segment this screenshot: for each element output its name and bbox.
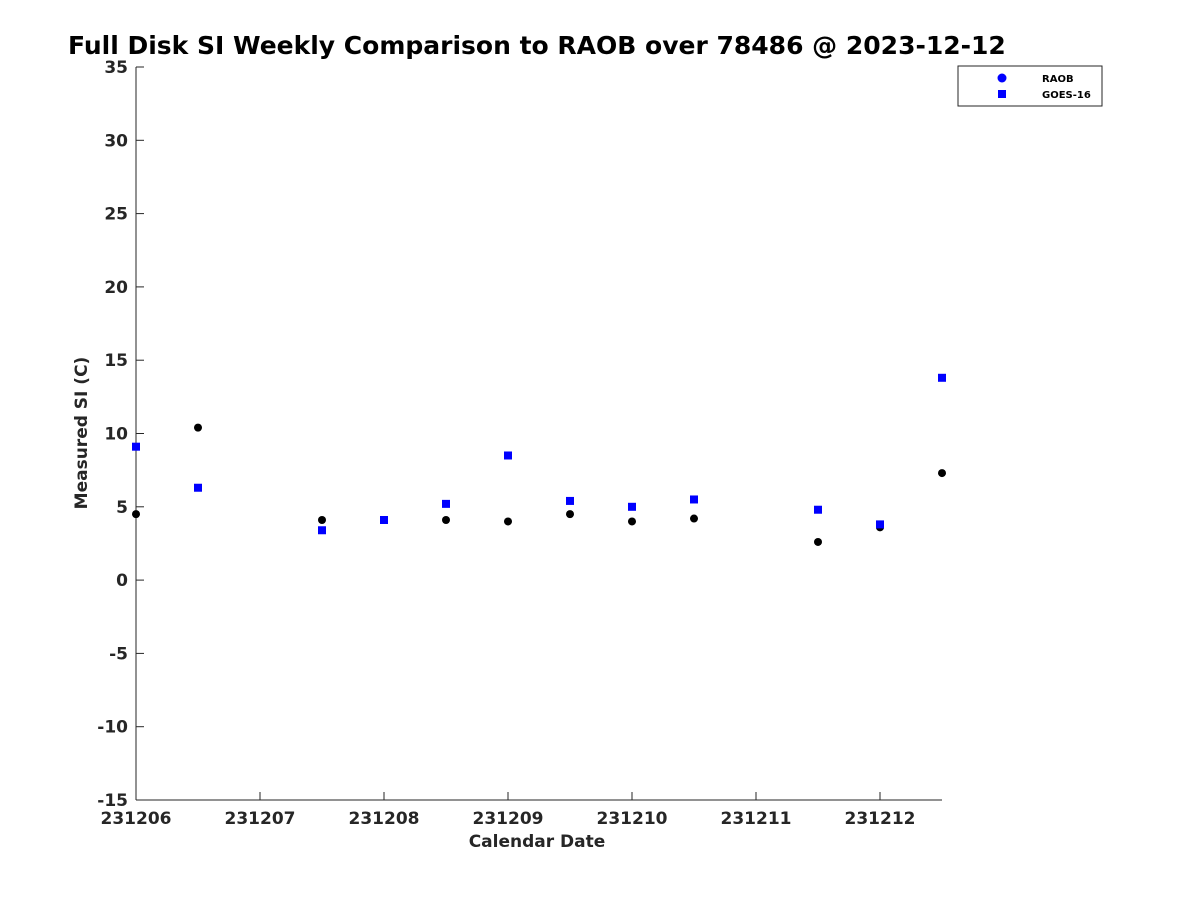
legend-raob-label: RAOB — [1042, 74, 1074, 85]
legend-goes-16-label: GOES-16 — [1042, 90, 1091, 101]
legend-goes-16-marker — [998, 90, 1006, 98]
data-points — [132, 373, 946, 546]
goes-16-point — [690, 495, 698, 504]
goes-16-point — [380, 515, 388, 524]
x-tick-label: 231210 — [597, 809, 668, 829]
y-tick-label: 10 — [104, 425, 128, 445]
raob-point — [504, 517, 512, 526]
raob-point — [938, 469, 946, 478]
raob-point — [628, 517, 636, 526]
raob-point — [442, 515, 450, 524]
y-tick-label: 20 — [104, 278, 128, 298]
goes-16-point — [504, 451, 512, 460]
x-tick-label: 231209 — [473, 809, 544, 829]
goes-16-point — [566, 496, 574, 505]
y-tick-label: 5 — [116, 498, 128, 518]
goes-16-point — [814, 505, 822, 514]
goes-16-point — [628, 502, 636, 511]
goes-16-point — [442, 499, 450, 508]
goes-16-point — [194, 483, 202, 492]
y-tick-label: -10 — [97, 718, 128, 738]
y-tick-label: 15 — [104, 351, 128, 371]
x-tick-label: 231206 — [101, 809, 172, 829]
legend-raob-marker — [997, 73, 1007, 83]
raob-point — [132, 510, 140, 519]
y-tick-label: 0 — [116, 571, 128, 591]
raob-point — [194, 423, 202, 432]
raob-point — [566, 510, 574, 519]
chart-title: Full Disk SI Weekly Comparison to RAOB o… — [68, 31, 1006, 60]
goes-16-point — [318, 526, 326, 535]
y-tick-label: -5 — [109, 644, 128, 664]
x-axis-label: Calendar Date — [469, 832, 606, 852]
goes-16-point — [938, 373, 946, 382]
axes: -15 -10 -5 0 5 10 15 20 25 30 35 231206 231207 231208… — [97, 58, 942, 829]
legend-box — [957, 65, 1103, 107]
raob-point — [318, 515, 326, 524]
legend: RAOB GOES-16 — [957, 65, 1103, 107]
x-tick-label: 231211 — [721, 809, 792, 829]
goes-16-point — [876, 520, 884, 529]
goes-16-point — [132, 442, 140, 451]
x-tick-label: 231207 — [225, 809, 296, 829]
x-tick-label: 231212 — [845, 809, 916, 829]
x-tick-label: 231208 — [349, 809, 420, 829]
y-tick-label: -15 — [97, 791, 128, 811]
y-tick-label: 25 — [104, 205, 128, 225]
y-tick-label: 35 — [104, 58, 128, 78]
raob-point — [814, 537, 822, 546]
y-axis-label: Measured SI (C) — [72, 357, 92, 510]
y-tick-label: 30 — [104, 131, 128, 151]
raob-point — [690, 514, 698, 523]
